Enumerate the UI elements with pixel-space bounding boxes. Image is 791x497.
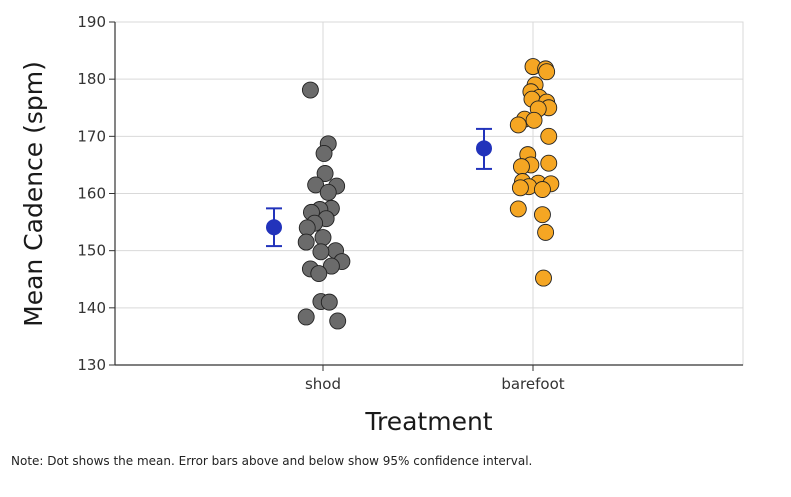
point-barefoot	[540, 127, 558, 145]
mean-markers	[266, 127, 492, 248]
point-barefoot	[537, 223, 555, 241]
point-shod	[297, 308, 315, 326]
x-tick-label-barefoot: barefoot	[501, 375, 564, 393]
point-barefoot	[513, 158, 530, 176]
chart-note: Note: Dot shows the mean. Error bars abo…	[11, 454, 532, 468]
y-tick-label: 160	[77, 185, 106, 203]
y-tick-label: 180	[77, 70, 106, 88]
point-barefoot	[509, 116, 527, 134]
point-barefoot	[509, 200, 527, 218]
y-tick-label: 140	[77, 299, 106, 317]
point-barefoot	[525, 111, 543, 129]
point-shod	[314, 229, 332, 246]
y-axis-title: Mean Cadence (spm)	[19, 61, 48, 327]
point-barefoot	[538, 63, 556, 81]
point-shod	[322, 257, 340, 275]
axes	[109, 21, 743, 371]
point-barefoot	[535, 269, 552, 287]
point-shod	[320, 293, 338, 311]
mean-dot-barefoot	[476, 140, 492, 157]
point-barefoot	[534, 206, 551, 224]
y-tick-label: 170	[77, 127, 106, 145]
point-shod	[312, 243, 330, 261]
point-shod	[310, 265, 328, 282]
point-shod	[315, 145, 333, 162]
point-shod	[316, 165, 334, 182]
y-tick-label: 150	[77, 242, 106, 260]
y-tick-label: 130	[77, 356, 106, 374]
point-shod	[307, 176, 325, 194]
y-tick-label: 190	[77, 13, 106, 31]
point-barefoot	[511, 179, 529, 197]
point-barefoot	[534, 181, 551, 198]
point-shod	[329, 312, 347, 330]
data-points	[297, 58, 560, 330]
x-axis-title: Treatment	[364, 407, 492, 436]
point-shod	[298, 219, 316, 237]
point-barefoot	[540, 154, 558, 172]
x-tick-label-shod: shod	[305, 375, 341, 393]
mean-dot-shod	[266, 219, 282, 236]
grid-lines	[114, 21, 744, 366]
point-shod	[319, 183, 337, 201]
tick-labels: 130 140 150 160 170 180 190 shod barefoot	[77, 13, 564, 393]
point-shod	[301, 81, 319, 99]
point-shod	[297, 233, 315, 251]
